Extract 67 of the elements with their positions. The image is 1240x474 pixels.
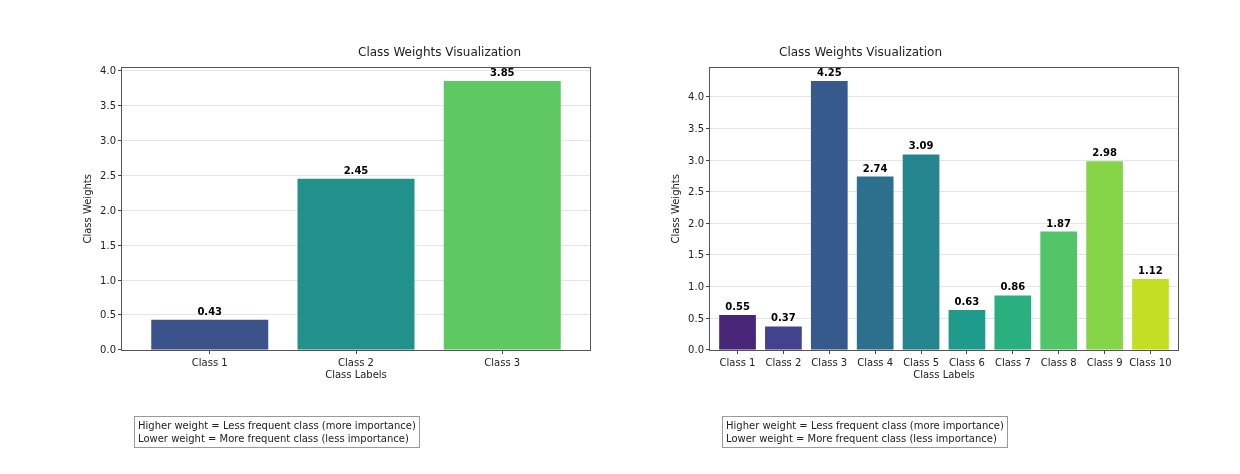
x-tick-label: Class 1 bbox=[191, 356, 228, 368]
bar bbox=[994, 295, 1032, 350]
bar bbox=[1040, 231, 1078, 350]
data-label: 3.09 bbox=[908, 140, 934, 152]
y-tick-label: 3.5 bbox=[688, 122, 704, 134]
data-label: 0.55 bbox=[725, 301, 750, 313]
y-tick-label: 4.0 bbox=[688, 91, 704, 103]
data-label: 1.12 bbox=[1138, 265, 1163, 276]
x-tick-label: Class 2 bbox=[338, 356, 374, 368]
y-tick-label: 2.0 bbox=[100, 204, 116, 216]
y-tick-label: 2.0 bbox=[688, 217, 704, 229]
bar bbox=[765, 326, 802, 350]
data-label: 2.98 bbox=[1092, 147, 1117, 159]
text: Higher weight = Less frequent class (more importance) bbox=[726, 420, 1004, 431]
y-tick-label: 1.5 bbox=[688, 249, 704, 261]
x-tick-label: Class 4 bbox=[857, 356, 894, 368]
text: Lower weight = More frequent class (less importance) bbox=[138, 433, 409, 444]
chart-title: Class Weights Visualization bbox=[358, 45, 522, 59]
y-tick-label: 3.0 bbox=[100, 134, 116, 146]
y-tick-label: 1.0 bbox=[688, 281, 704, 293]
data-label: 0.63 bbox=[954, 295, 980, 307]
y-tick-label: 1.5 bbox=[100, 239, 116, 251]
data-label: 1.87 bbox=[1046, 217, 1072, 229]
y-tick-label: 0.5 bbox=[688, 312, 704, 324]
data-label: 0.37 bbox=[771, 312, 796, 324]
chart-title: Class Weights Visualization bbox=[779, 45, 943, 59]
text: Lower weight = More frequent class (less importance) bbox=[726, 433, 997, 444]
y-tick-label: 0.5 bbox=[100, 309, 116, 321]
y-tick-label: 3.5 bbox=[100, 99, 116, 111]
y-tick-label: 4.0 bbox=[100, 65, 116, 77]
x-tick-label: Class 3 bbox=[484, 356, 521, 368]
bar bbox=[1132, 279, 1169, 350]
y-tick-label: 0.0 bbox=[100, 344, 116, 356]
y-tick-label: 1.0 bbox=[100, 274, 116, 286]
bar bbox=[1086, 161, 1123, 350]
x-axis-title: Class Labels bbox=[913, 369, 975, 381]
y-tick-label: 2.5 bbox=[100, 169, 116, 181]
y-axis-title: Class Weights bbox=[82, 174, 94, 244]
data-label: 2.45 bbox=[343, 164, 369, 176]
x-tick-label: Class 10 bbox=[1129, 356, 1172, 368]
y-axis-title: Class Weights bbox=[670, 174, 682, 244]
y-tick-label: 0.0 bbox=[688, 344, 704, 356]
x-tick-label: Class 6 bbox=[949, 356, 985, 368]
data-label: 3.85 bbox=[489, 67, 515, 79]
data-label: 0.86 bbox=[1000, 281, 1026, 293]
x-tick-label: Class 5 bbox=[903, 356, 939, 368]
data-label: 0.43 bbox=[197, 305, 223, 317]
data-label: 2.74 bbox=[862, 162, 888, 174]
x-tick-label: Class 8 bbox=[1040, 356, 1077, 368]
y-tick-label: 3.0 bbox=[688, 154, 704, 166]
bar bbox=[719, 315, 756, 350]
x-tick-label: Class 7 bbox=[994, 356, 1031, 368]
bar bbox=[856, 176, 894, 350]
x-axis-title: Class Labels bbox=[325, 369, 387, 381]
x-tick-label: Class 9 bbox=[1086, 356, 1123, 368]
bar bbox=[443, 81, 561, 350]
bar bbox=[151, 319, 269, 350]
bar bbox=[810, 81, 848, 350]
bar bbox=[948, 309, 986, 350]
text: Higher weight = Less frequent class (more importance) bbox=[138, 420, 416, 431]
bar bbox=[902, 154, 940, 350]
x-tick-label: Class 3 bbox=[811, 356, 848, 368]
x-tick-label: Class 2 bbox=[765, 356, 802, 368]
x-tick-label: Class 1 bbox=[719, 356, 756, 368]
data-label: 4.25 bbox=[816, 67, 842, 79]
bar bbox=[297, 178, 415, 350]
y-tick-label: 2.5 bbox=[688, 186, 704, 198]
